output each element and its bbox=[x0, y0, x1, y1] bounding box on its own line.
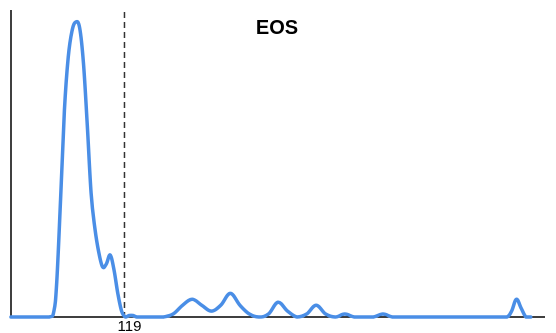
x-tick-label: 119 bbox=[118, 318, 142, 333]
series-line bbox=[9, 19, 533, 319]
chart-title: EOS bbox=[256, 17, 298, 39]
